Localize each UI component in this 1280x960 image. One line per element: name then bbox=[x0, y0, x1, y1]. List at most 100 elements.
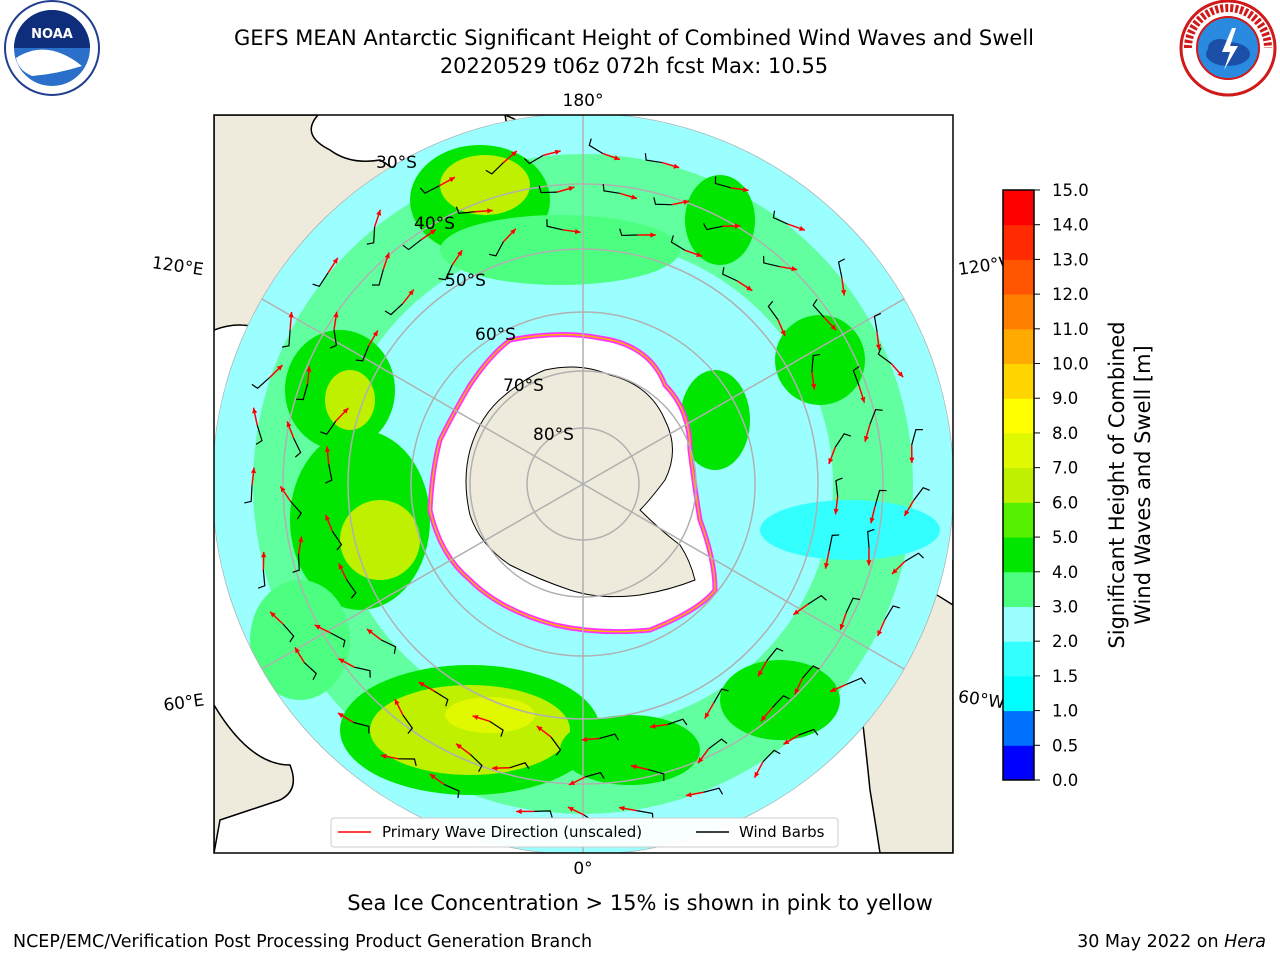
footer-branch: NCEP/EMC/Verification Post Processing Pr… bbox=[13, 932, 593, 952]
wind-barb bbox=[290, 500, 302, 520]
wind-barb bbox=[703, 787, 724, 795]
wind-barb bbox=[354, 666, 371, 678]
wave-arrow bbox=[314, 624, 332, 634]
colorbar-tick-label: 1.0 bbox=[1052, 702, 1078, 721]
wave-arrow bbox=[909, 445, 915, 464]
legend-wind-barbs: Wind Barbs bbox=[739, 823, 825, 841]
wave-arrow bbox=[649, 723, 668, 729]
wave-arrow bbox=[502, 150, 518, 164]
wind-barb bbox=[714, 176, 731, 189]
wind-barb bbox=[320, 420, 337, 435]
wind-barb bbox=[913, 486, 930, 501]
wind-barb bbox=[251, 377, 270, 390]
wave-arrow bbox=[568, 776, 586, 786]
wind-barb bbox=[329, 329, 338, 349]
colorbar-segment bbox=[1003, 190, 1034, 226]
wave-arrow bbox=[491, 765, 510, 771]
wind-barb bbox=[834, 433, 851, 448]
wave-arrow bbox=[697, 748, 710, 764]
wind-barb bbox=[703, 223, 723, 231]
wind-barb bbox=[534, 810, 553, 818]
wave-arrow bbox=[858, 385, 866, 403]
colorbar-label: Significant Height of Combined Wind Wave… bbox=[1105, 321, 1155, 648]
wave-arrow bbox=[252, 407, 258, 426]
colorbar-segment bbox=[1003, 432, 1034, 469]
wind-barb bbox=[873, 312, 882, 333]
lon-label-60w: 60°W bbox=[957, 687, 1006, 713]
wave-arrow bbox=[760, 706, 774, 722]
wave-arrow bbox=[562, 228, 581, 235]
wave-arrow bbox=[869, 505, 876, 524]
wind-barb bbox=[762, 749, 781, 763]
noaa-logo-text: NOAA bbox=[31, 27, 73, 42]
colorbar-label-line2: Wind Waves and Swell [m] bbox=[1131, 345, 1155, 625]
wind-barb bbox=[772, 210, 789, 225]
wind-barb bbox=[304, 662, 317, 681]
legend-wave-direction: Primary Wave Direction (unscaled) bbox=[382, 823, 642, 841]
wind-barb bbox=[281, 329, 291, 348]
wave-arrow bbox=[367, 330, 379, 347]
wave-arrow bbox=[891, 560, 906, 575]
wind-barb bbox=[812, 298, 825, 318]
wind-barb bbox=[713, 688, 729, 704]
colorbar-segment bbox=[1003, 502, 1034, 538]
colorbar-segment bbox=[1003, 745, 1034, 781]
wave-arrow bbox=[811, 371, 817, 390]
wave-arrow bbox=[327, 257, 339, 274]
wave-arrow bbox=[783, 734, 800, 745]
map-subtitle: 20220529 t06z 072h fcst Max: 10.55 bbox=[439, 54, 829, 78]
wave-arrow bbox=[618, 805, 637, 812]
wind-barb bbox=[828, 534, 840, 552]
wind-barb bbox=[619, 228, 638, 237]
wind-barb bbox=[904, 552, 924, 562]
wind-barb bbox=[538, 185, 558, 194]
wind-barb bbox=[546, 219, 563, 231]
graticule bbox=[214, 115, 953, 853]
wind-barb bbox=[330, 632, 346, 648]
colorbar-tick-label: 4.0 bbox=[1052, 563, 1078, 582]
wind-barb bbox=[867, 528, 875, 548]
wind-barb bbox=[837, 258, 846, 278]
wind-barb bbox=[852, 365, 860, 386]
wave-arrow bbox=[792, 603, 809, 616]
wave-arrow bbox=[730, 187, 749, 193]
wind-barb bbox=[455, 206, 475, 214]
map-title: GEFS MEAN Antarctic Significant Height o… bbox=[233, 26, 1035, 50]
wave-arrow bbox=[366, 628, 382, 641]
lon-label-120e: 120°E bbox=[151, 253, 205, 280]
wave-arrow bbox=[823, 316, 837, 331]
colorbar-segment bbox=[1003, 294, 1034, 330]
wave-arrow bbox=[866, 547, 872, 566]
wave-arrow bbox=[288, 311, 294, 330]
wind-barb bbox=[762, 255, 780, 268]
lon-label-60e: 60°E bbox=[162, 690, 205, 715]
wave-arrow bbox=[671, 199, 690, 206]
wave-arrow bbox=[602, 152, 621, 161]
wave-arrow bbox=[394, 698, 404, 716]
wave-arrow bbox=[839, 612, 847, 631]
wind-barb bbox=[772, 694, 790, 708]
colorbar-tick-label: 11.0 bbox=[1052, 320, 1089, 339]
wave-arrow bbox=[536, 725, 552, 738]
wave-arrow bbox=[418, 681, 435, 692]
wind-barb bbox=[599, 733, 620, 741]
colorbar-tick-label: 6.0 bbox=[1052, 493, 1078, 512]
colorbar-tick-label: 13.0 bbox=[1052, 250, 1089, 269]
wind-barb bbox=[811, 353, 821, 372]
wave-arrow bbox=[840, 277, 847, 296]
wind-barb bbox=[653, 197, 672, 206]
wave-arrow bbox=[286, 421, 295, 439]
lon-label-0: 0° bbox=[573, 859, 592, 879]
wind-barb bbox=[282, 623, 295, 643]
wave-arrow bbox=[269, 364, 284, 379]
wave-arrow bbox=[338, 657, 355, 668]
wind-barb bbox=[845, 597, 861, 613]
wind-barb bbox=[588, 138, 604, 155]
wave-arrow bbox=[684, 249, 703, 258]
wave-arrow bbox=[451, 249, 463, 266]
wave-arrow bbox=[261, 551, 267, 570]
wind-barb bbox=[767, 300, 779, 320]
wave-arrow bbox=[338, 563, 348, 581]
wave-arrow bbox=[516, 808, 535, 815]
